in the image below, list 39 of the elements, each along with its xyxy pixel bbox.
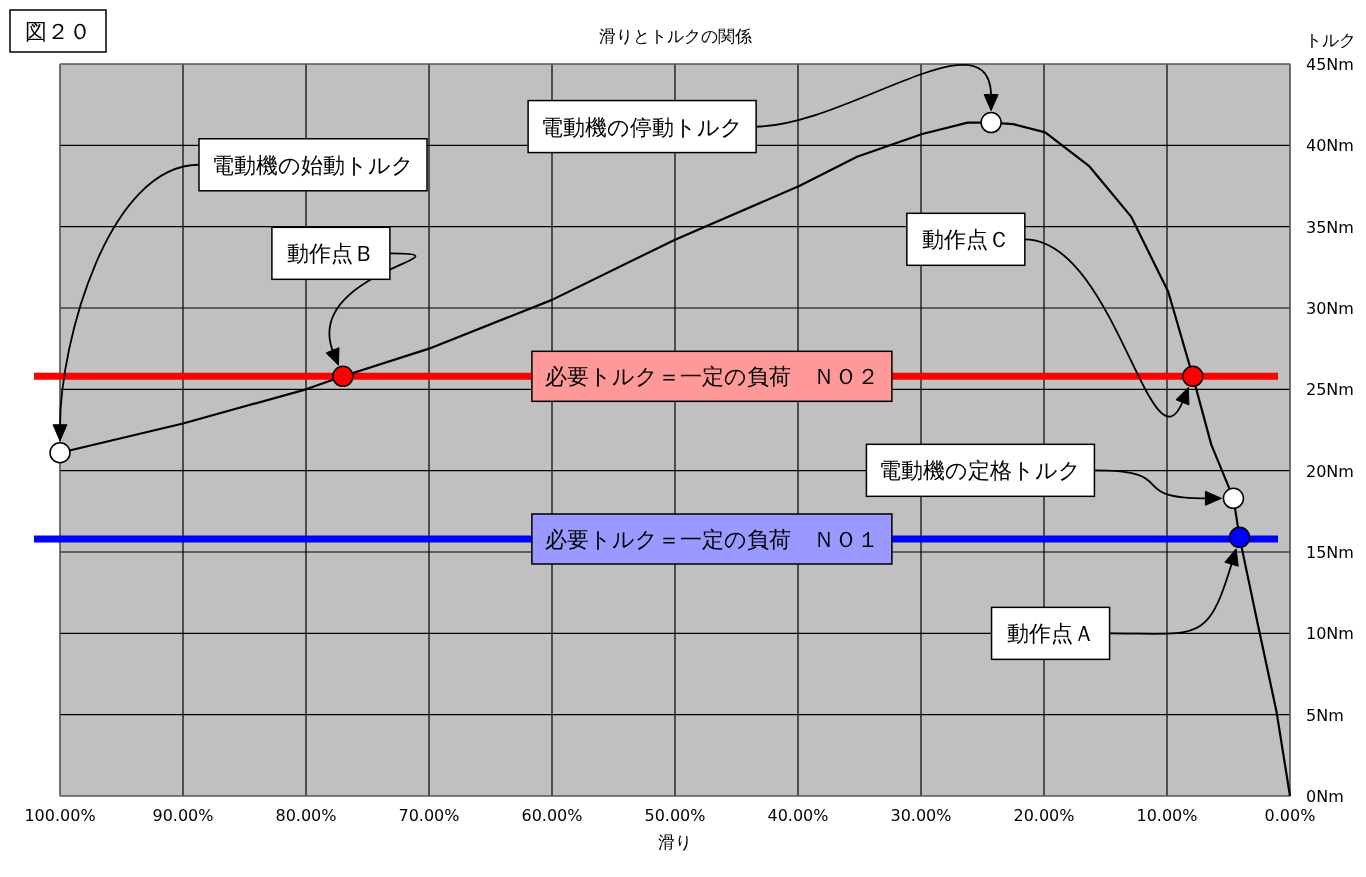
point: [1228, 526, 1251, 549]
ref-line-label: 必要トルク＝一定の負荷 ＮＯ２: [544, 364, 879, 390]
annotation: 動作点Ｂ: [286, 241, 375, 267]
y-tick-label: 10Nm: [1306, 624, 1354, 644]
y-tick-label: 20Nm: [1306, 461, 1354, 481]
y-tick-label: 45Nm: [1306, 55, 1354, 74]
caption: 図２０: [25, 19, 91, 44]
point: [332, 365, 354, 388]
x-tick-label: 40.00%: [767, 806, 829, 825]
annotation: 動作点Ａ: [1006, 621, 1095, 647]
y-tick-label: 25Nm: [1306, 380, 1354, 400]
x-tick-label: 20.00%: [1013, 806, 1075, 825]
y-tick-label: 30Nm: [1306, 299, 1354, 318]
point: [1222, 487, 1245, 510]
ref-line-label: 必要トルク＝一定の負荷 ＮＯ１: [544, 526, 879, 552]
annotation: 電動機の定格トルク: [879, 458, 1082, 484]
y-tick-label: 5Nm: [1306, 705, 1344, 725]
x-tick-label: 90.00%: [152, 806, 214, 825]
y-tick-label: 40Nm: [1306, 136, 1354, 156]
x-axis-title: 滑り: [658, 832, 692, 852]
y-tick-label: 15Nm: [1306, 543, 1354, 562]
x-tick-label: 100.00%: [24, 806, 96, 825]
point: [1182, 365, 1204, 388]
annotation: 電動機の停動トルク: [541, 114, 744, 140]
x-tick-label: 30.00%: [890, 806, 952, 825]
x-tick-label: 80.00%: [275, 806, 337, 825]
x-tick-label: 70.00%: [398, 806, 460, 825]
point: [49, 442, 71, 464]
point: [980, 111, 1002, 134]
y-tick-label: 35Nm: [1306, 217, 1354, 237]
x-tick-label: 0.00%: [1264, 806, 1316, 825]
x-tick-label: 50.00%: [644, 806, 706, 825]
annotation: 電動機の始動トルク: [212, 152, 414, 178]
x-tick-label: 60.00%: [521, 806, 583, 825]
chart-title: 滑りとトルクの関係: [598, 26, 752, 46]
y-tick-label: 0Nm: [1306, 787, 1344, 806]
y-axis-title: トルク: [1305, 30, 1356, 50]
x-tick-label: 10.00%: [1136, 806, 1198, 825]
annotation: 動作点Ｃ: [921, 227, 1010, 253]
